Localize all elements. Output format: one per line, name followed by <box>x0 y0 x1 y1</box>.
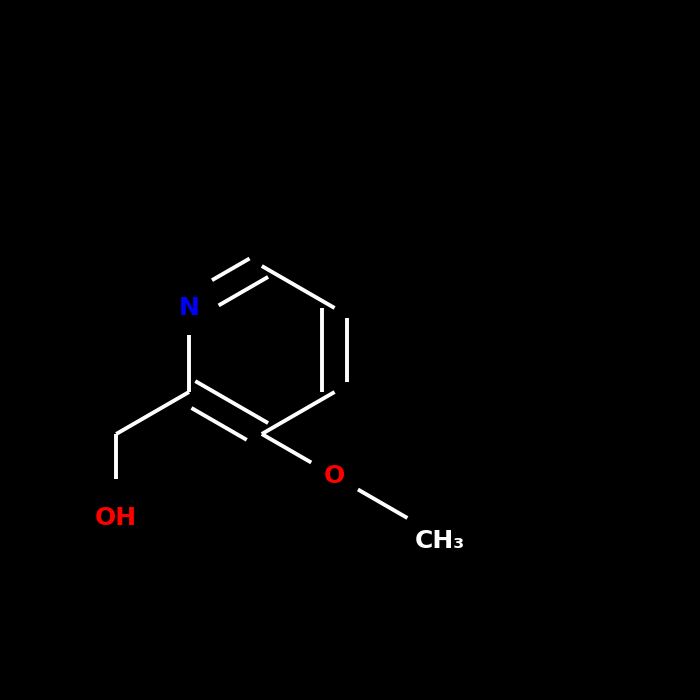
Text: CH₃: CH₃ <box>414 528 465 552</box>
Text: OH: OH <box>95 506 137 530</box>
Text: N: N <box>178 296 199 320</box>
Text: O: O <box>324 464 345 488</box>
